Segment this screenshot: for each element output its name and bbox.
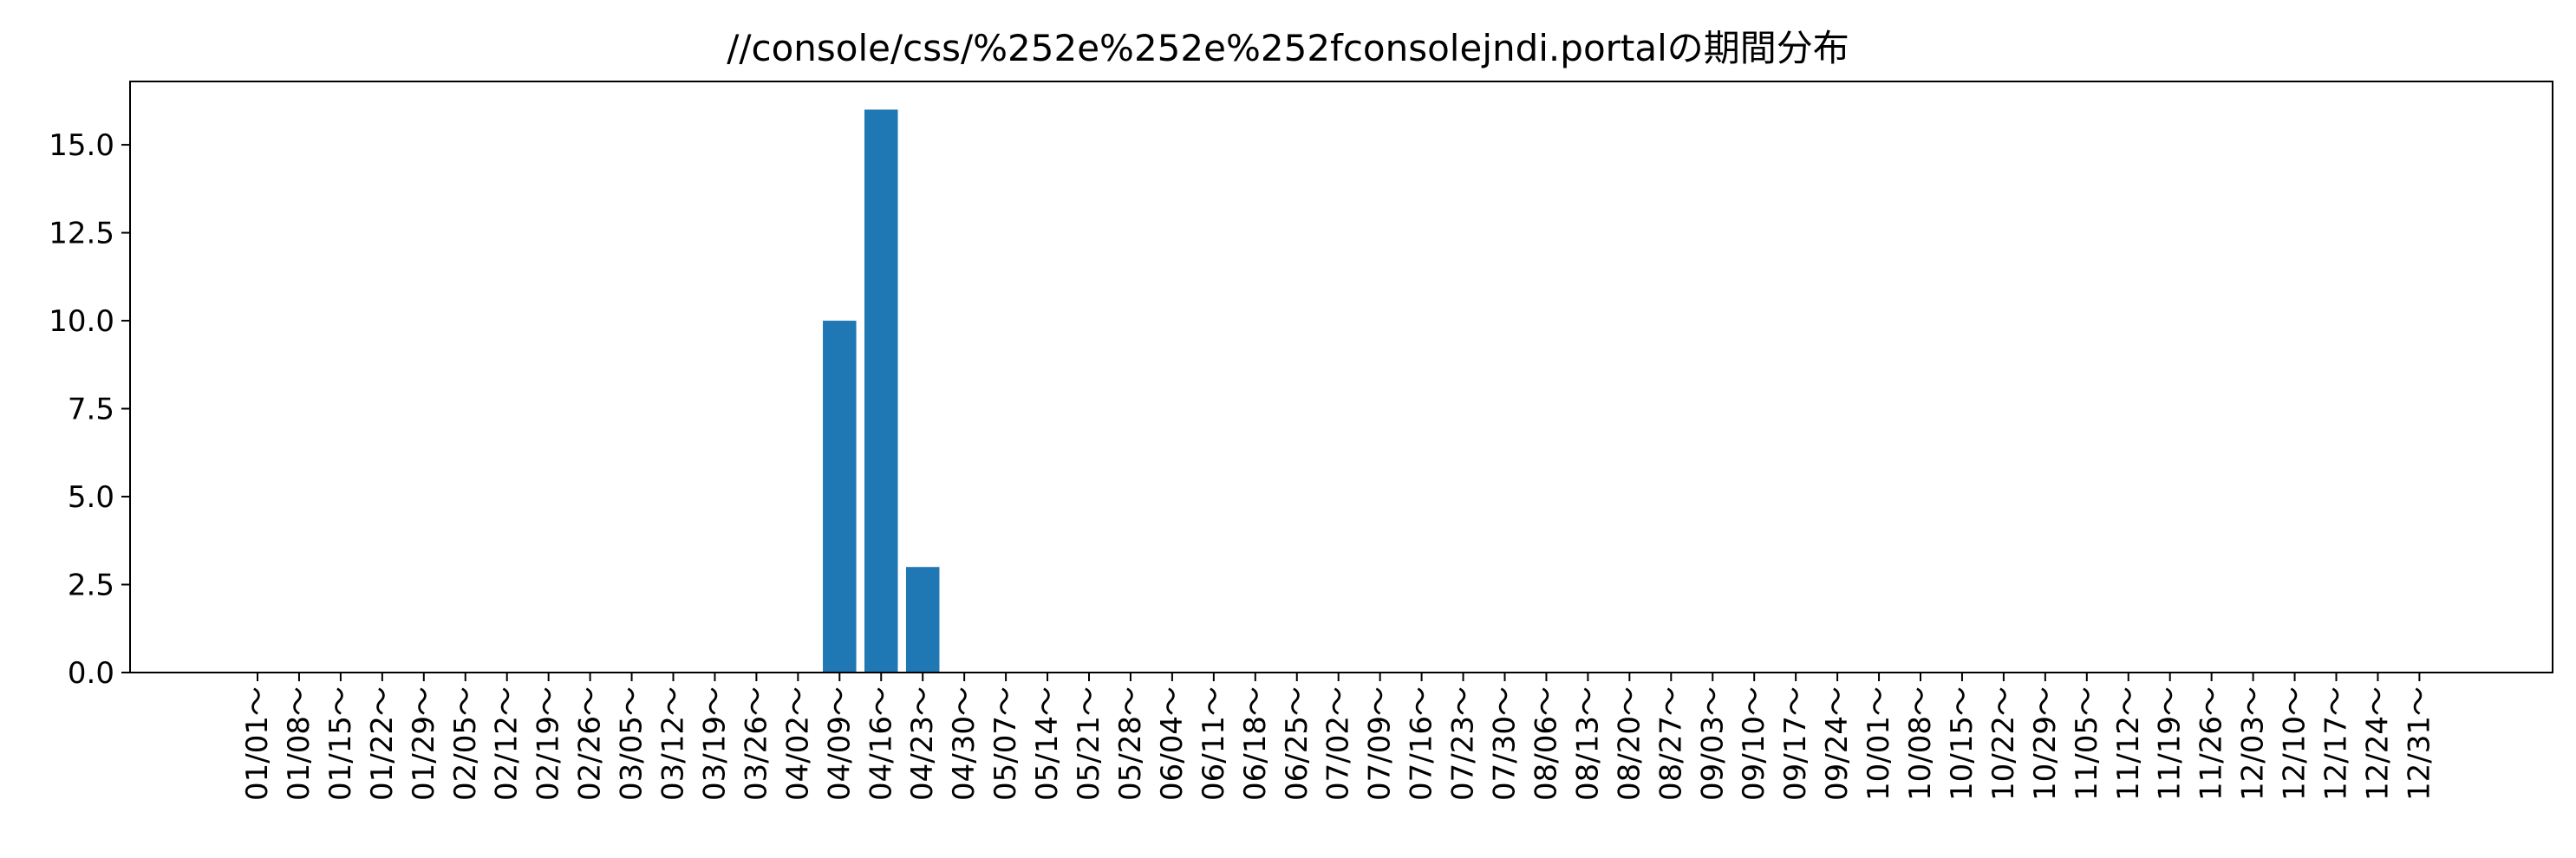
x-tick-label: 10/15～ <box>1945 686 1979 801</box>
x-tick-label: 01/29～ <box>407 686 441 801</box>
x-tick-label: 05/28～ <box>1113 686 1148 801</box>
y-tick-label: 5.0 <box>68 480 114 515</box>
x-tick-label: 07/02～ <box>1321 686 1356 801</box>
x-tick-label: 09/03～ <box>1695 686 1730 801</box>
x-tick-label: 10/08～ <box>1903 686 1938 801</box>
x-tick-label: 04/09～ <box>822 686 857 801</box>
x-tick-label: 12/31～ <box>2402 686 2436 801</box>
x-tick-label: 08/27～ <box>1653 686 1688 801</box>
y-tick-label: 2.5 <box>68 569 114 603</box>
y-tick-label: 15.0 <box>49 128 114 163</box>
x-tick-label: 12/10～ <box>2278 686 2312 801</box>
x-tick-label: 01/22～ <box>365 686 400 801</box>
x-tick-label: 06/25～ <box>1280 686 1314 801</box>
x-tick-label: 03/26～ <box>739 686 773 801</box>
x-tick-label: 08/20～ <box>1612 686 1647 801</box>
x-tick-label: 09/24～ <box>1820 686 1855 801</box>
x-tick-label: 11/26～ <box>2194 686 2229 801</box>
x-tick-label: 08/06～ <box>1529 686 1563 801</box>
x-tick-label: 06/11～ <box>1197 686 1231 801</box>
x-tick-label: 05/07～ <box>988 686 1023 801</box>
x-tick-label: 02/19～ <box>532 686 566 801</box>
x-tick-label: 04/30～ <box>947 686 981 801</box>
x-tick-label: 07/30～ <box>1488 686 1523 801</box>
x-tick-label: 05/21～ <box>1072 686 1106 801</box>
x-tick-label: 10/01～ <box>1862 686 1896 801</box>
x-tick-label: 11/19～ <box>2153 686 2188 801</box>
x-tick-label: 12/03～ <box>2236 686 2271 801</box>
x-tick-label: 05/14～ <box>1030 686 1065 801</box>
plot-frame <box>129 81 2553 673</box>
x-tick-label: 12/17～ <box>2319 686 2354 801</box>
x-tick-label: 10/22～ <box>1986 686 2021 801</box>
x-tick-label: 07/23～ <box>1446 686 1481 801</box>
x-tick-label: 11/12～ <box>2111 686 2146 801</box>
x-tick-label: 09/17～ <box>1778 686 1813 801</box>
x-tick-label: 02/12～ <box>490 686 525 801</box>
x-tick-label: 03/19～ <box>697 686 732 801</box>
x-tick-label: 07/16～ <box>1405 686 1439 801</box>
x-tick-label: 06/04～ <box>1155 686 1190 801</box>
x-tick-label: 01/15～ <box>323 686 358 801</box>
y-tick-label: 7.5 <box>68 393 114 427</box>
bar-16 <box>905 567 940 673</box>
x-tick-label: 06/18～ <box>1238 686 1273 801</box>
y-tick-label: 10.0 <box>49 304 114 339</box>
x-tick-label: 01/08～ <box>282 686 316 801</box>
x-tick-label: 09/10～ <box>1737 686 1771 801</box>
x-tick-label: 03/05～ <box>615 686 649 801</box>
x-tick-label: 04/16～ <box>864 686 898 801</box>
bar-14 <box>823 321 857 673</box>
x-tick-label: 12/24～ <box>2360 686 2395 801</box>
bar-15 <box>864 109 898 673</box>
x-tick-label: 08/13～ <box>1570 686 1605 801</box>
x-tick-label: 11/05～ <box>2070 686 2104 801</box>
x-tick-label: 02/05～ <box>448 686 483 801</box>
x-tick-label: 10/29～ <box>2028 686 2063 801</box>
x-tick-label: 07/09～ <box>1363 686 1398 801</box>
y-tick-label: 0.0 <box>68 656 114 691</box>
chart-title: //console/css/%252e%252e%252fconsolejndi… <box>727 27 1849 69</box>
y-tick-label: 12.5 <box>49 217 114 251</box>
x-tick-label: 03/12～ <box>656 686 691 801</box>
x-tick-label: 04/02～ <box>780 686 815 801</box>
x-tick-label: 02/26～ <box>573 686 608 801</box>
x-tick-label: 04/23～ <box>905 686 940 801</box>
x-tick-label: 01/01～ <box>240 686 275 801</box>
